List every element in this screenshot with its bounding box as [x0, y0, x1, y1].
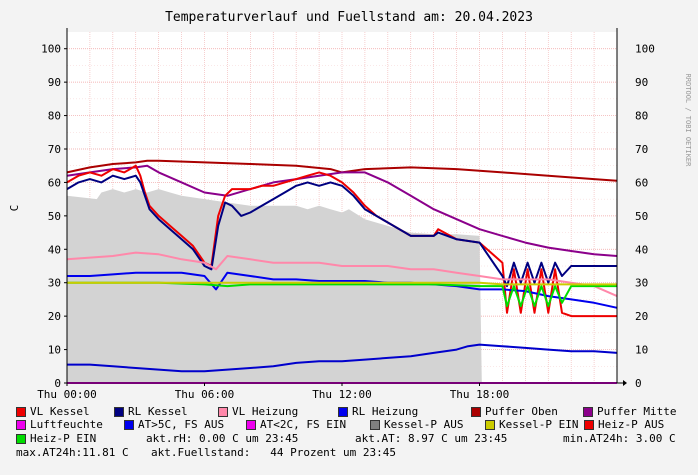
y-tick-label-left: 60	[48, 176, 61, 189]
axes	[66, 28, 627, 386]
y-tick-label-left: 80	[48, 110, 61, 123]
legend-swatch	[471, 406, 481, 417]
legend-label: RL Kessel	[128, 405, 188, 418]
info-at: akt.AT: 8.97 C um 23:45	[355, 432, 508, 445]
y-tick-label-left: 100	[41, 43, 61, 56]
info-rh: akt.rH: 0.00 C um 23:45	[146, 432, 299, 445]
area-fuellstand	[67, 189, 482, 383]
legend-item: Puffer Oben	[471, 405, 558, 418]
y-tick-label-left: 20	[48, 310, 61, 323]
y-tick-label-left: 10	[48, 344, 61, 357]
legend-swatch	[583, 406, 593, 417]
x-axis-arrow	[623, 380, 627, 386]
legend-swatch	[485, 419, 495, 430]
y-tick-label-right: 80	[635, 110, 648, 123]
info-fuellstand: akt.Fuellstand: 44 Prozent um 23:45	[151, 446, 397, 459]
legend-label: RL Heizung	[352, 405, 419, 418]
y-tick-label-right: 40	[635, 243, 648, 256]
y-tick-label-right: 90	[635, 76, 648, 89]
y-tick-label-left: 30	[48, 277, 61, 290]
legend-item: Kessel-P EIN	[485, 418, 578, 431]
legend-item: VL Heizung	[218, 405, 298, 418]
legend-item: AT>5C, FS AUS	[124, 418, 224, 431]
tick-labels: 0 0 10 10 20 20 30 30 40 40 50 50 60 60 70 70 80 80 90 90 10…	[37, 43, 655, 401]
series-line-vl-heizung	[66, 251, 618, 298]
series-line-at	[67, 343, 618, 373]
series-line-heiz-p-ein	[67, 281, 617, 308]
legend-label: Heiz-P AUS	[598, 418, 665, 431]
legend-label: AT>5C, FS AUS	[138, 418, 225, 431]
y-tick-label-left: 70	[48, 143, 61, 156]
legend-swatch	[584, 419, 594, 430]
y-tick-label-right: 10	[635, 344, 648, 357]
legend-swatch	[114, 406, 124, 417]
y-tick-label-left: 90	[48, 76, 61, 89]
legend-swatch	[16, 406, 26, 417]
y-tick-label-right: 100	[635, 43, 655, 56]
x-tick-label: Thu 12:00	[312, 388, 372, 401]
legend-label: VL Heizung	[232, 405, 299, 418]
legend-swatch	[370, 419, 380, 430]
y-tick-label-right: 50	[635, 210, 648, 223]
legend-label: Puffer Mitte	[597, 405, 677, 418]
legend-label: VL Kessel	[30, 405, 90, 418]
legend-swatch	[16, 433, 26, 444]
y-tick-label-left: 50	[48, 210, 61, 223]
legend-item: Puffer Mitte	[583, 405, 676, 418]
y-tick-label-right: 30	[635, 277, 648, 290]
legend-swatch	[124, 419, 134, 430]
legend-swatch	[246, 419, 256, 430]
legend-item: RL Heizung	[338, 405, 418, 418]
legend-label: Puffer Oben	[485, 405, 558, 418]
y-tick-label-right: 0	[635, 377, 642, 390]
legend-item: Kessel-P AUS	[370, 418, 463, 431]
y-axis-label: C	[8, 205, 21, 212]
y-tick-label-left: 40	[48, 243, 61, 256]
legend-label: Heiz-P EIN	[30, 432, 97, 445]
legend-label: Luftfeuchte	[30, 418, 103, 431]
chart-title: Temperaturverlauf und Fuellstand am: 20.…	[165, 10, 533, 25]
legend-label: Kessel-P EIN	[499, 418, 579, 431]
legend-swatch	[218, 406, 228, 417]
x-tick-label: Thu 18:00	[450, 388, 510, 401]
legend-label: AT<2C, FS EIN	[260, 418, 347, 431]
legend-item: Luftfeuchte	[16, 418, 103, 431]
x-tick-label: Thu 00:00	[37, 388, 97, 401]
watermark: RRDTOOL / TOBI OETIKER	[684, 74, 692, 168]
legend-item: Heiz-P AUS	[584, 418, 664, 431]
legend-label: Kessel-P AUS	[384, 418, 464, 431]
y-tick-label-right: 20	[635, 310, 648, 323]
legend-swatch	[16, 419, 26, 430]
legend-swatch	[338, 406, 348, 417]
info-min: min.AT24h: 3.00 C	[563, 432, 676, 445]
legend-item: VL Kessel	[16, 405, 90, 418]
y-tick-label-left: 0	[54, 377, 61, 390]
y-tick-label-right: 70	[635, 143, 648, 156]
legend-item: RL Kessel	[114, 405, 188, 418]
series-line-rl-heizung	[67, 271, 618, 309]
info-max: max.AT24h:11.81 C	[16, 446, 129, 459]
fuellstand-area	[67, 189, 482, 383]
legend-item: Heiz-P EIN	[16, 432, 96, 445]
series-line-kessel-p-ein	[67, 281, 617, 286]
legend-item: AT<2C, FS EIN	[246, 418, 346, 431]
y-tick-label-right: 60	[635, 176, 648, 189]
series-line-puffer-oben	[66, 159, 618, 182]
series-line-puffer-mitte	[66, 164, 618, 257]
x-tick-label: Thu 06:00	[175, 388, 235, 401]
